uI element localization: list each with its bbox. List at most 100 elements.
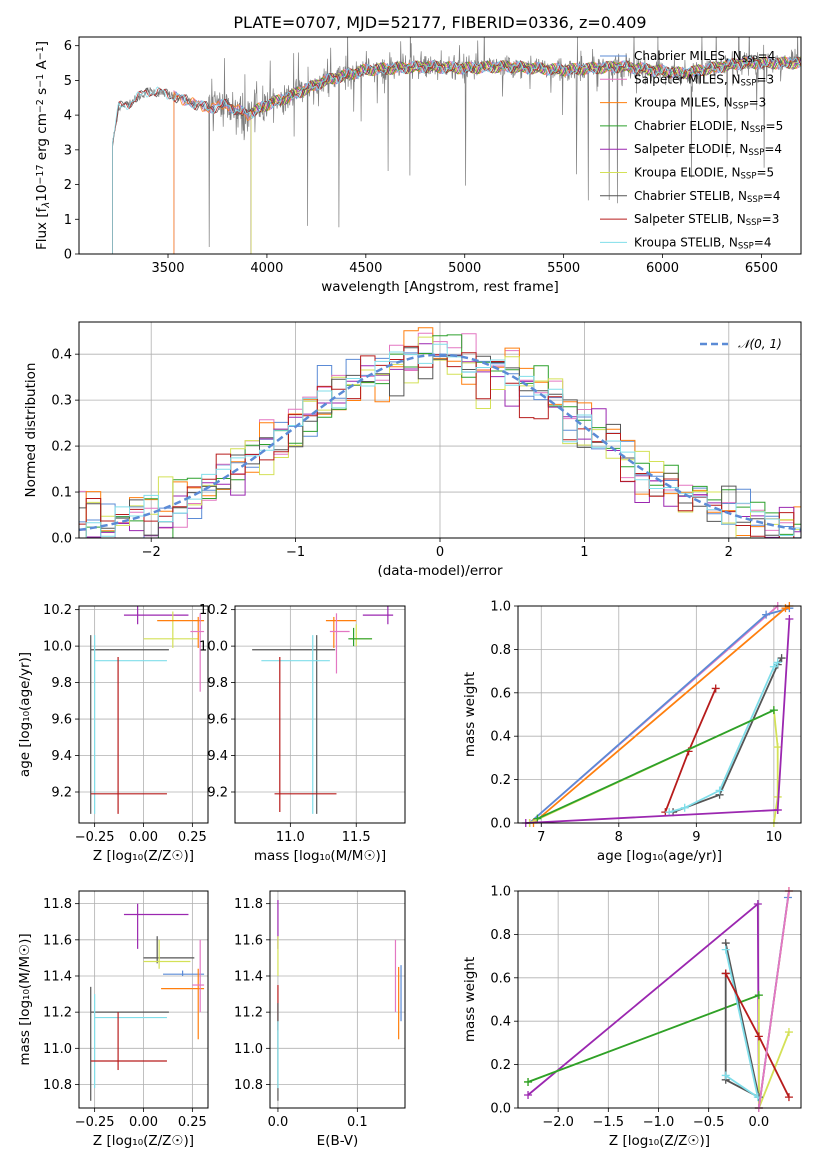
figure-title: PLATE=0707, MJD=52177, FIBERID=0336, z=0…	[233, 13, 646, 32]
marker-plus	[769, 706, 778, 715]
y-tick-label: 4	[64, 109, 72, 124]
axes-mass_vs_Z: −0.25 0.00 0.25 10.8 11.0 11.2 11.4 11.6 11.8	[43, 891, 208, 1130]
x-tick-label: 0.1	[347, 1115, 368, 1130]
x-tick-label: 3500	[151, 261, 184, 276]
y-tick-label: 11.6	[43, 933, 72, 948]
marker-plus	[784, 1028, 793, 1037]
x-tick-label: 6500	[745, 261, 778, 276]
x-axis-label: Z [log₁₀(Z/Z☉)]	[93, 1133, 194, 1149]
marker-plus	[777, 654, 786, 663]
x-tick-label: 0	[436, 545, 444, 560]
legend-entry-count: =5	[766, 119, 784, 133]
y-tick-label: 9.6	[207, 713, 228, 728]
legend-entry-sub: SSP	[747, 195, 763, 205]
x-axis-label: mass [log₁₀(M/M☉)]	[254, 848, 386, 864]
x-axis-label: Z [log₁₀(Z/Z☉)]	[93, 848, 194, 864]
x-tick-label: 0.0	[749, 1115, 770, 1130]
y-tick-label: 0.4	[490, 730, 511, 745]
legend-entry: Kroupa MILES, NSSP=3	[634, 96, 766, 112]
y-tick-label: 11.2	[234, 1006, 263, 1021]
y-tick-label: 0.8	[490, 928, 511, 943]
marker-plus	[711, 684, 720, 693]
legend-entry-count: =4	[758, 49, 776, 63]
marker-plus	[524, 1090, 533, 1099]
y-tick-label: 0.2	[490, 773, 511, 788]
histogram-kroupa-elodie	[79, 336, 801, 538]
legend-entry-sub: SSP	[733, 102, 749, 112]
lines-mw_vs_age	[521, 602, 794, 827]
axes-mass_vs_ebv: 0.0 0.1 10.8 11.0 11.2 11.4 11.6 11.8	[234, 891, 405, 1130]
x-tick-label: −0.5	[693, 1115, 725, 1130]
frame-mw_vs_Z	[517, 890, 802, 1109]
marker-plus	[773, 743, 782, 752]
legend-entry-sub: SSP	[738, 242, 754, 252]
x-tick-label: 0.00	[129, 830, 158, 845]
axes-mw_vs_Z: −2.0 −1.5 −1.0 −0.5 0.0 0.0 0.2 0.4 0.6 0.8 1.0	[490, 885, 801, 1130]
y-tick-label: 1.0	[490, 885, 511, 900]
legend-entry: Chabrier ELODIE, NSSP=5	[634, 119, 783, 135]
x-tick-label: −0.25	[75, 830, 115, 845]
y-axis-label-part: 10	[34, 185, 50, 202]
errorbars-mass_vs_Z	[90, 903, 205, 1101]
frame-age_vs_mass	[234, 605, 406, 824]
x-tick-label: 2	[725, 545, 733, 560]
x-tick-label: 8	[615, 830, 623, 845]
y-axis-label: Flux [fλ10−17 erg cm−2 s−1 A−1]	[34, 41, 52, 250]
y-tick-label: 0.0	[490, 1102, 511, 1117]
spectrum-lines	[112, 37, 801, 254]
legend-entry: Kroupa ELODIE, NSSP=5	[634, 166, 774, 182]
y-tick-label: 0.2	[51, 440, 72, 455]
y-tick-label: 0.6	[490, 686, 511, 701]
x-axis-label: E(B-V)	[317, 1133, 359, 1149]
frame-age_vs_Z	[78, 605, 209, 824]
histogram-frame	[78, 321, 802, 539]
spectrum-frame	[78, 36, 802, 255]
x-tick-label: 7	[537, 830, 545, 845]
y-tick-label: 0.4	[51, 348, 72, 363]
y-axis-label-part: −17	[35, 164, 46, 184]
marker-plus	[680, 803, 689, 812]
y-tick-label: 10.8	[234, 1078, 263, 1093]
marker-plus	[769, 662, 778, 671]
frame-mass_vs_ebv	[269, 890, 406, 1109]
x-axis-label: (data-model)/error	[377, 563, 503, 579]
y-tick-label: 6	[64, 39, 72, 54]
x-tick-label: 4500	[349, 261, 382, 276]
marker-plus	[762, 610, 771, 619]
legend-entry-sub: SSP	[742, 55, 758, 65]
x-axis-label: age [log₁₀(age/yr)]	[597, 848, 722, 864]
x-tick-label: 4000	[250, 261, 283, 276]
y-tick-label: 0.0	[51, 532, 72, 547]
y-tick-label: 10.2	[43, 603, 72, 618]
y-tick-label: 2	[64, 178, 72, 193]
line-salpeter-elodie	[525, 618, 791, 824]
legend-entry-sub: SSP	[748, 148, 764, 158]
line-kroupa-miles	[532, 605, 790, 824]
y-axis-label-part: −2	[35, 99, 46, 113]
frame-mass_vs_Z	[78, 890, 209, 1109]
legend-entry-sub: SSP	[746, 218, 762, 228]
line-chabrier-elodie	[527, 994, 760, 1083]
y-tick-label: 9.4	[207, 749, 228, 764]
marker-plus	[721, 969, 730, 978]
x-tick-label: 0.00	[129, 1115, 158, 1130]
y-tick-label: 11.2	[43, 1006, 72, 1021]
legend-entry: Kroupa STELIB, NSSP=4	[634, 235, 772, 251]
legend-entry-count: =3	[756, 72, 774, 86]
x-tick-label: 9	[692, 830, 700, 845]
y-tick-label: 0.8	[490, 643, 511, 658]
axes-residuals: −2 −1 0 1 2 0.0 0.1 0.2 0.3 0.4	[51, 322, 801, 560]
line-salpeter-miles	[758, 890, 790, 1109]
y-axis-label: age [log₁₀(age/yr)]	[17, 652, 33, 777]
y-tick-label: 0.3	[51, 394, 72, 409]
marker-plus	[721, 1071, 730, 1080]
x-tick-label: −1	[286, 545, 305, 560]
y-axis-label: Normed distribution	[23, 363, 39, 498]
x-tick-label: −2	[142, 545, 161, 560]
x-tick-label: 11.5	[342, 830, 371, 845]
normal-curve	[79, 353, 801, 532]
marker-plus	[533, 814, 542, 823]
y-tick-label: 0.0	[490, 817, 511, 832]
marker-plus	[784, 1093, 793, 1102]
